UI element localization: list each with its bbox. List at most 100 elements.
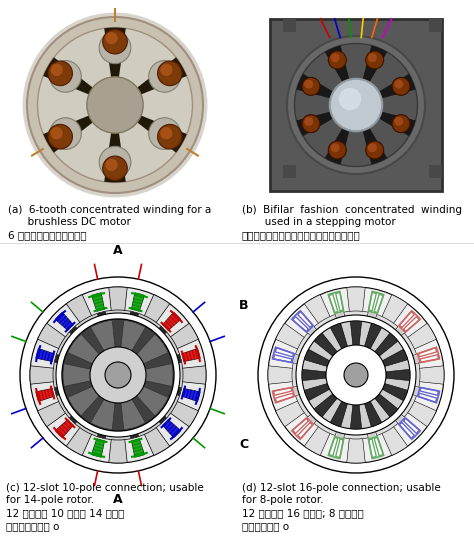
Wedge shape xyxy=(91,293,105,311)
Text: B: B xyxy=(239,299,248,312)
Wedge shape xyxy=(118,375,146,429)
Wedge shape xyxy=(356,375,417,417)
Text: (a)  6-tooth concentrated winding for a: (a) 6-tooth concentrated winding for a xyxy=(8,205,211,215)
Circle shape xyxy=(330,78,382,131)
Wedge shape xyxy=(43,57,115,105)
Wedge shape xyxy=(118,359,183,391)
Circle shape xyxy=(87,77,143,133)
Wedge shape xyxy=(104,105,126,183)
Wedge shape xyxy=(356,375,408,401)
Circle shape xyxy=(99,147,131,178)
Wedge shape xyxy=(30,366,118,384)
Wedge shape xyxy=(418,387,439,403)
Wedge shape xyxy=(302,370,356,380)
Circle shape xyxy=(103,156,128,181)
Circle shape xyxy=(294,44,418,167)
Wedge shape xyxy=(273,347,294,362)
Wedge shape xyxy=(356,333,417,375)
Circle shape xyxy=(296,315,416,435)
Circle shape xyxy=(392,114,410,132)
Text: 12 スロット 16 極結線; 8 極ロータ: 12 スロット 16 極結線; 8 極ロータ xyxy=(242,508,364,518)
Wedge shape xyxy=(356,295,408,375)
Wedge shape xyxy=(66,375,118,456)
Wedge shape xyxy=(54,375,118,396)
Wedge shape xyxy=(336,312,356,375)
Circle shape xyxy=(394,80,403,89)
Circle shape xyxy=(258,277,454,473)
Wedge shape xyxy=(309,375,356,422)
Wedge shape xyxy=(328,292,344,313)
Wedge shape xyxy=(163,312,181,331)
Circle shape xyxy=(368,143,377,152)
Wedge shape xyxy=(91,375,118,429)
Wedge shape xyxy=(104,28,126,105)
Text: ステッピングモータでのバイファイラー巻: ステッピングモータでのバイファイラー巻 xyxy=(242,230,361,240)
Wedge shape xyxy=(115,57,187,105)
Wedge shape xyxy=(356,375,398,435)
Wedge shape xyxy=(69,326,118,375)
Circle shape xyxy=(157,124,182,149)
Wedge shape xyxy=(356,366,444,384)
Text: (b)  Bifilar  fashion  concentrated  winding: (b) Bifilar fashion concentrated winding xyxy=(242,205,462,215)
Wedge shape xyxy=(97,375,118,439)
Text: にも使用可能 o: にも使用可能 o xyxy=(242,521,289,531)
Wedge shape xyxy=(115,105,187,153)
Text: C: C xyxy=(239,438,248,451)
Circle shape xyxy=(48,124,73,149)
Wedge shape xyxy=(118,375,164,438)
Circle shape xyxy=(339,88,361,110)
Wedge shape xyxy=(304,375,356,456)
Wedge shape xyxy=(163,420,181,438)
Wedge shape xyxy=(68,375,118,416)
Circle shape xyxy=(157,61,182,86)
Wedge shape xyxy=(314,375,356,435)
Bar xyxy=(270,19,442,191)
Wedge shape xyxy=(356,375,437,427)
Wedge shape xyxy=(350,321,362,375)
Wedge shape xyxy=(314,314,356,375)
Wedge shape xyxy=(296,74,356,105)
Circle shape xyxy=(48,61,73,86)
Wedge shape xyxy=(182,348,201,362)
Wedge shape xyxy=(118,375,199,427)
Wedge shape xyxy=(55,420,73,438)
Wedge shape xyxy=(36,389,55,402)
Wedge shape xyxy=(368,437,383,458)
Wedge shape xyxy=(356,375,403,422)
Wedge shape xyxy=(102,310,134,375)
Circle shape xyxy=(105,32,118,44)
Wedge shape xyxy=(118,375,167,424)
Wedge shape xyxy=(356,105,387,165)
Wedge shape xyxy=(356,45,387,105)
Circle shape xyxy=(304,80,313,89)
Circle shape xyxy=(23,13,208,197)
Wedge shape xyxy=(399,417,420,439)
Wedge shape xyxy=(368,292,383,313)
Wedge shape xyxy=(356,375,398,417)
Circle shape xyxy=(105,362,131,388)
Wedge shape xyxy=(37,323,118,375)
Text: for 8-pole rotor.: for 8-pole rotor. xyxy=(242,495,323,505)
Wedge shape xyxy=(356,323,437,375)
Wedge shape xyxy=(296,105,356,136)
Wedge shape xyxy=(55,330,118,375)
Wedge shape xyxy=(182,389,201,402)
Wedge shape xyxy=(118,375,182,396)
Wedge shape xyxy=(292,311,313,332)
Wedge shape xyxy=(304,295,356,375)
Circle shape xyxy=(62,319,174,431)
Wedge shape xyxy=(292,363,356,387)
Circle shape xyxy=(326,345,386,405)
Wedge shape xyxy=(118,375,181,421)
Circle shape xyxy=(20,277,216,473)
Wedge shape xyxy=(356,375,419,395)
Wedge shape xyxy=(356,312,376,375)
Wedge shape xyxy=(118,330,181,375)
Wedge shape xyxy=(309,328,356,375)
Wedge shape xyxy=(118,375,170,456)
Circle shape xyxy=(50,118,82,149)
Wedge shape xyxy=(275,323,356,375)
Wedge shape xyxy=(118,334,168,375)
Wedge shape xyxy=(43,105,115,153)
Circle shape xyxy=(328,51,346,69)
